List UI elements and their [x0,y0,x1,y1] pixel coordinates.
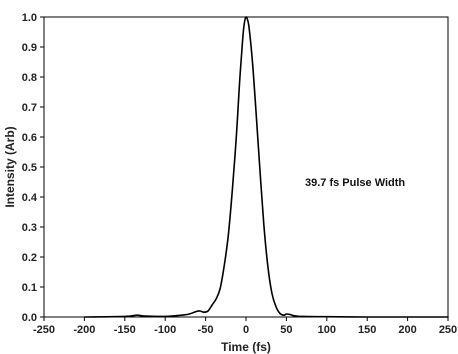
y-tick-label: 0.6 [22,132,37,144]
x-tick-label: -250 [33,324,55,336]
x-tick-label: -100 [154,324,176,336]
x-axis-title: Time (fs) [221,340,271,354]
x-tick-label: -200 [73,324,95,336]
x-tick-label: 0 [243,324,249,336]
x-tick-label: 50 [280,324,292,336]
y-tick-label: 1.0 [22,12,37,24]
y-tick-label: 0.9 [22,42,37,54]
x-tick-label: 200 [398,324,416,336]
y-tick-label: 0.7 [22,102,37,114]
pulse-width-annotation: 39.7 fs Pulse Width [305,177,405,189]
y-tick-label: 0.4 [22,192,38,204]
y-tick-label: 0.0 [22,312,37,324]
plot-area [43,16,449,318]
x-tick-label: 100 [318,324,336,336]
y-axis-ticks: 0.0 0.1 0.2 0.3 0.4 0.5 0.6 0.7 0.8 0.9 1.0 [22,12,44,324]
y-tick-label: 0.3 [22,222,37,234]
x-axis-ticks: -250 -200 -150 -100 -50 0 50 100 150 200 250 [33,317,457,336]
x-tick-label: -150 [114,324,136,336]
y-tick-label: 0.1 [22,282,37,294]
y-tick-label: 0.2 [22,252,37,264]
y-tick-label: 0.5 [22,162,37,174]
x-tick-label: 250 [439,324,457,336]
y-axis-title: Intensity (Arb) [3,126,17,207]
x-tick-label: 150 [358,324,376,336]
x-tick-label: -50 [198,324,214,336]
y-tick-label: 0.8 [22,72,37,84]
series-line-pulse [83,16,449,318]
